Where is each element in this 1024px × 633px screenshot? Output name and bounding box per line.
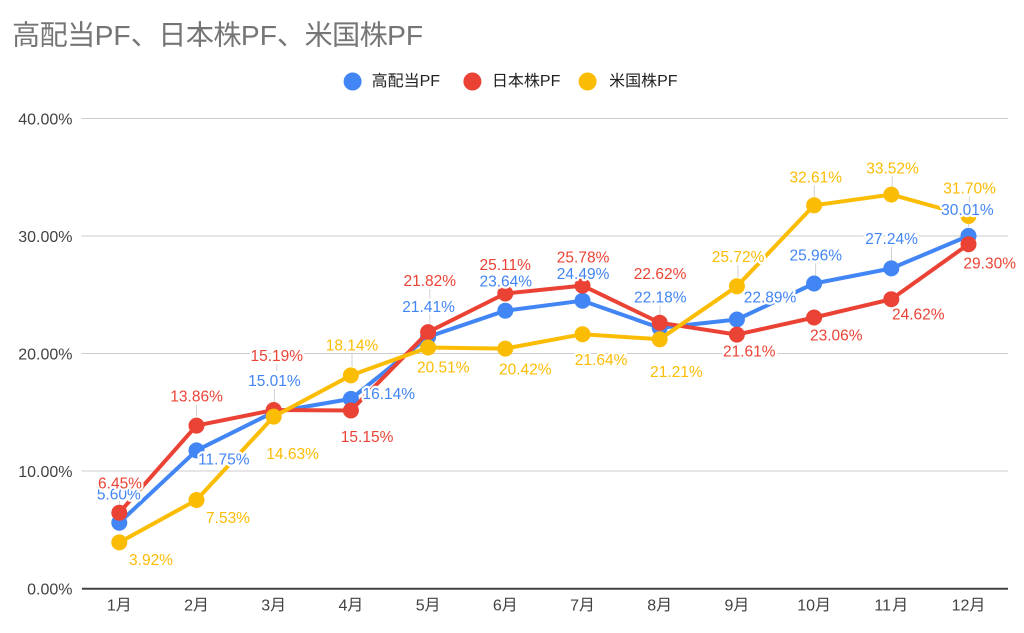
svg-text:25.96%: 25.96% — [790, 247, 843, 264]
svg-text:7.53%: 7.53% — [206, 510, 250, 527]
svg-text:16.14%: 16.14% — [363, 386, 416, 403]
svg-text:13.86%: 13.86% — [170, 389, 223, 406]
svg-text:33.52%: 33.52% — [866, 160, 919, 177]
svg-text:4: 4 — [339, 597, 348, 614]
svg-text:PF: PF — [241, 19, 277, 51]
svg-text:20.51%: 20.51% — [417, 360, 470, 377]
svg-text:9: 9 — [725, 597, 734, 614]
svg-text:15.19%: 15.19% — [251, 348, 304, 365]
svg-text:PF: PF — [95, 19, 131, 51]
svg-text:20.00%: 20.00% — [18, 347, 72, 364]
svg-text:25.78%: 25.78% — [557, 249, 610, 266]
svg-text:PF: PF — [540, 73, 561, 90]
svg-text:21.61%: 21.61% — [723, 343, 776, 360]
svg-text:23.06%: 23.06% — [810, 328, 863, 345]
svg-text:18.14%: 18.14% — [326, 338, 379, 355]
svg-text:5.60%: 5.60% — [97, 487, 141, 504]
svg-text:3: 3 — [261, 597, 270, 614]
svg-text:22.89%: 22.89% — [744, 290, 797, 307]
svg-text:31.70%: 31.70% — [943, 181, 996, 198]
svg-text:27.24%: 27.24% — [865, 231, 918, 248]
svg-text:7: 7 — [570, 597, 579, 614]
svg-text:6.45%: 6.45% — [98, 476, 142, 493]
svg-text:32.61%: 32.61% — [790, 169, 843, 186]
svg-text:21.21%: 21.21% — [650, 364, 703, 381]
svg-text:25.72%: 25.72% — [712, 249, 765, 266]
svg-text:21.82%: 21.82% — [404, 273, 457, 290]
svg-text:15.15%: 15.15% — [341, 429, 394, 446]
svg-text:21.41%: 21.41% — [402, 299, 455, 316]
svg-text:20.42%: 20.42% — [499, 362, 552, 379]
svg-text:PF: PF — [420, 73, 441, 90]
svg-text:PF: PF — [387, 19, 423, 51]
svg-text:11.75%: 11.75% — [198, 452, 250, 469]
svg-text:25.11%: 25.11% — [479, 257, 531, 274]
svg-text:24.49%: 24.49% — [557, 266, 610, 283]
svg-text:6: 6 — [493, 597, 502, 614]
svg-text:PF: PF — [657, 73, 678, 90]
svg-text:21.64%: 21.64% — [575, 352, 628, 369]
svg-text:14.63%: 14.63% — [266, 446, 319, 463]
svg-text:0.00%: 0.00% — [27, 582, 72, 599]
svg-text:11: 11 — [874, 597, 891, 614]
svg-text:3.92%: 3.92% — [129, 552, 173, 569]
svg-text:40.00%: 40.00% — [18, 112, 72, 129]
svg-text:24.62%: 24.62% — [892, 307, 945, 324]
svg-text:5: 5 — [416, 597, 425, 614]
svg-text:29.30%: 29.30% — [963, 255, 1016, 272]
svg-text:30.00%: 30.00% — [18, 229, 72, 246]
svg-text:10: 10 — [797, 597, 815, 614]
svg-text:10.00%: 10.00% — [18, 464, 72, 481]
svg-text:22.18%: 22.18% — [634, 290, 687, 307]
svg-text:22.62%: 22.62% — [634, 266, 687, 283]
svg-text:8: 8 — [647, 597, 656, 614]
svg-text:12: 12 — [952, 597, 970, 614]
svg-text:30.01%: 30.01% — [941, 202, 994, 219]
svg-text:1: 1 — [107, 597, 116, 614]
svg-text:23.64%: 23.64% — [480, 274, 533, 291]
svg-text:2: 2 — [184, 597, 193, 614]
svg-text:15.01%: 15.01% — [248, 373, 301, 390]
